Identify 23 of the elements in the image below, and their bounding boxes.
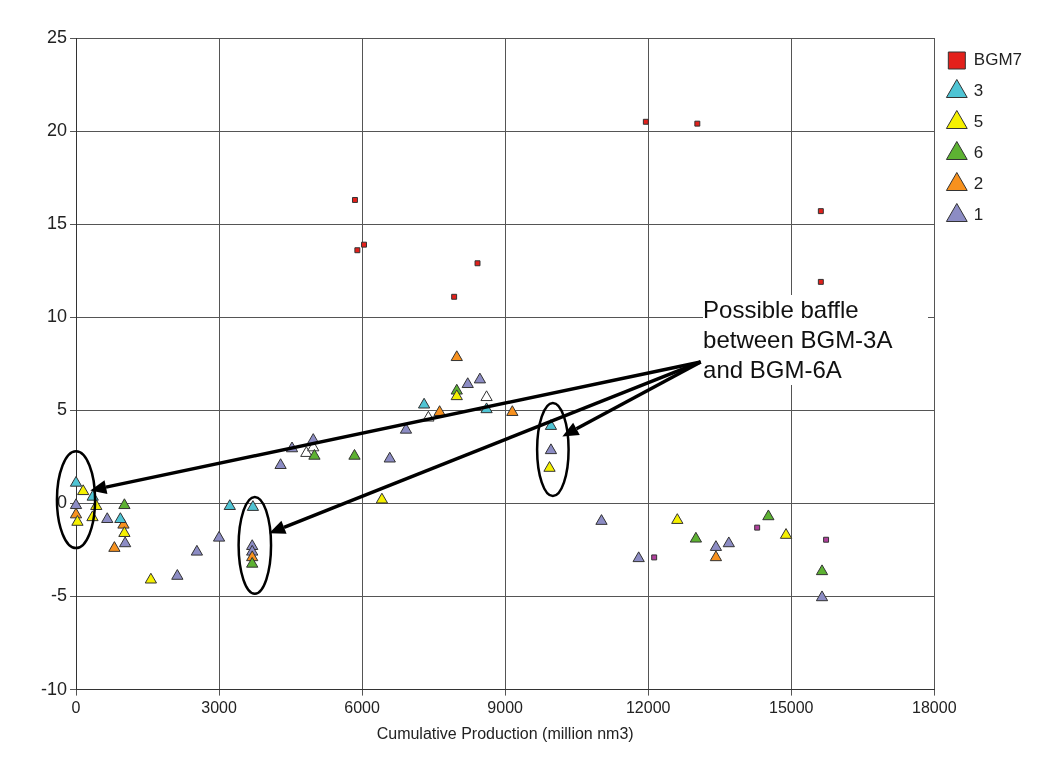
y-tick-label: 0 xyxy=(57,492,68,513)
y-tick-label: 10 xyxy=(46,306,68,327)
x-tick-label: 6000 xyxy=(344,698,381,716)
legend-label: 6 xyxy=(973,143,984,163)
legend-label: BGM7 xyxy=(973,50,1023,70)
x-tick-label: 12000 xyxy=(625,698,671,716)
y-tick-label: -10 xyxy=(41,678,68,699)
legend-label: 2 xyxy=(973,174,984,194)
annotation: Possible baffle between BGM-3A and BGM-6A xyxy=(703,294,929,385)
legend-label: 3 xyxy=(973,81,984,101)
x-tick-label: 15000 xyxy=(769,698,814,716)
x-tick-label: 0 xyxy=(71,698,81,716)
legend-label: 5 xyxy=(973,112,984,132)
y-tick-label: 5 xyxy=(57,399,68,420)
x-tick-label: 3000 xyxy=(201,698,237,716)
y-tick-label: 15 xyxy=(46,213,68,234)
x-tick-label: 9000 xyxy=(487,698,524,716)
legend-label: 1 xyxy=(973,205,984,225)
x-axis-title: Cumulative Production (million nm3) xyxy=(376,724,634,742)
y-tick-label: 20 xyxy=(46,120,68,141)
y-tick-label: 25 xyxy=(46,26,68,47)
y-tick-label: -5 xyxy=(51,585,68,606)
x-tick-label: 18000 xyxy=(912,698,957,716)
